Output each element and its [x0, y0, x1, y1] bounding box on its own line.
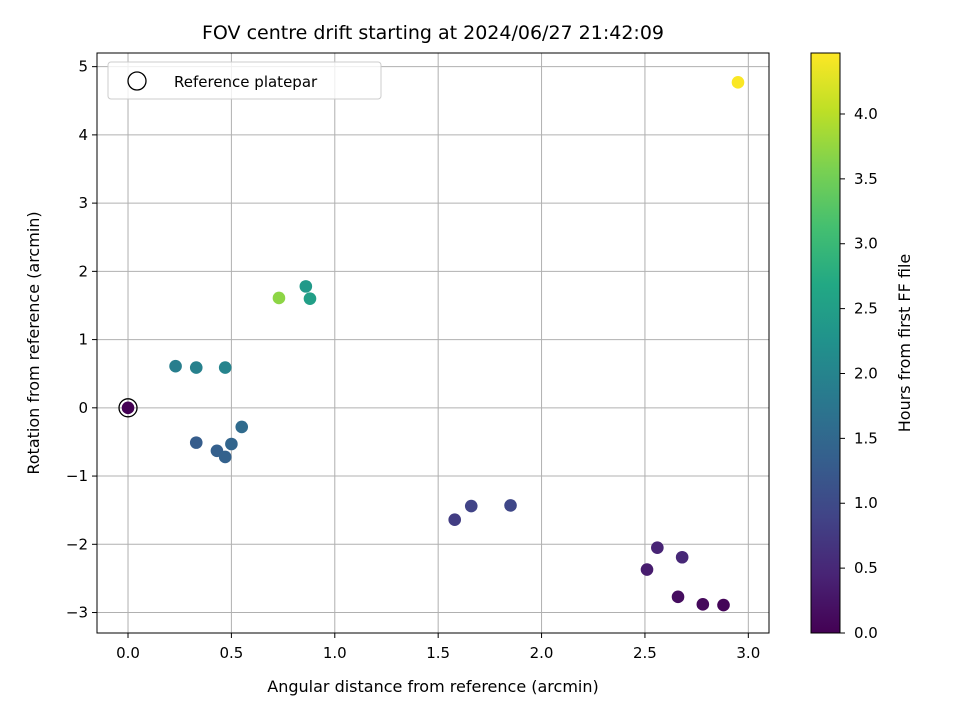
legend-box [107, 61, 382, 100]
colorbar-tick-label: 3.5 [854, 170, 878, 188]
data-point [303, 292, 317, 305]
colorbar-gradient [811, 53, 840, 633]
y-tick-label: 5 [78, 58, 88, 76]
x-tick-label: 1.5 [426, 644, 450, 662]
y-tick-label: 4 [78, 126, 88, 144]
colorbar-frame [810, 52, 841, 634]
colorbar-tick-label: 1.5 [854, 429, 878, 447]
y-tick-label: 3 [78, 194, 88, 212]
chart-title: FOV centre drift starting at 2024/06/27 … [202, 22, 664, 44]
colorbar-tick-label: 1.0 [854, 494, 878, 512]
data-point [235, 420, 249, 434]
scatter-points [118, 76, 745, 612]
colorbar-label: Hours from first FF file [895, 254, 914, 433]
y-tick-label: 0 [78, 399, 88, 417]
y-tick-label: −1 [66, 467, 88, 485]
data-point [448, 513, 462, 527]
data-point [218, 361, 232, 374]
plot-frame [96, 52, 770, 634]
plot-grid [97, 53, 769, 633]
data-point [504, 499, 517, 512]
y-axis-label: Rotation from reference (arcmin) [24, 211, 43, 474]
data-point [189, 436, 203, 449]
data-point [189, 361, 203, 374]
colorbar-tick-label: 2.5 [854, 300, 878, 318]
colorbar-tick-label: 4.0 [854, 105, 878, 123]
colorbar-tick-label: 3.0 [854, 235, 878, 253]
colorbar: 0.0 0.5 1.0 1.5 2.0 2.5 3.0 3.5 4.0 Hours from f… [810, 52, 914, 642]
reference-platepar-marker [118, 398, 138, 418]
data-point [299, 280, 313, 293]
data-point [651, 541, 664, 555]
data-point [696, 598, 710, 611]
colorbar-tick-label: 0.0 [854, 624, 878, 642]
colorbar-tick-label: 0.5 [854, 559, 878, 577]
y-tick-label: 2 [78, 262, 88, 280]
data-point [121, 401, 135, 415]
legend-label: Reference platepar [174, 73, 318, 91]
y-tick-label: −3 [66, 604, 88, 622]
colorbar-tick-label: 2.0 [854, 364, 878, 382]
data-point [675, 550, 689, 564]
data-point [731, 76, 745, 89]
x-tick-label: 1.0 [323, 644, 347, 662]
x-tick-label: 0.5 [219, 644, 243, 662]
x-tick-label: 0.0 [116, 644, 140, 662]
legend-marker-icon [127, 71, 147, 91]
legend: Reference platepar [107, 61, 382, 100]
x-tick-label: 2.5 [633, 644, 657, 662]
y-tick-label: 1 [78, 331, 88, 349]
data-point [272, 291, 286, 305]
y-axis-ticks: −3 −2 −1 0 1 2 3 4 5 [66, 58, 97, 622]
y-tick-label: −2 [66, 535, 88, 553]
colorbar-ticks: 0.0 0.5 1.0 1.5 2.0 2.5 3.0 3.5 4.0 [840, 105, 878, 642]
x-tick-label: 2.0 [530, 644, 554, 662]
data-point [640, 563, 654, 576]
data-point [717, 598, 730, 612]
data-point [225, 437, 238, 451]
x-axis-label: Angular distance from reference (arcmin) [267, 677, 598, 696]
data-point [169, 359, 182, 373]
x-tick-label: 3.0 [736, 644, 760, 662]
data-point [464, 499, 478, 513]
data-point [671, 590, 685, 604]
x-axis-ticks: 0.0 0.5 1.0 1.5 2.0 2.5 3.0 [116, 633, 760, 662]
data-point [218, 450, 232, 464]
